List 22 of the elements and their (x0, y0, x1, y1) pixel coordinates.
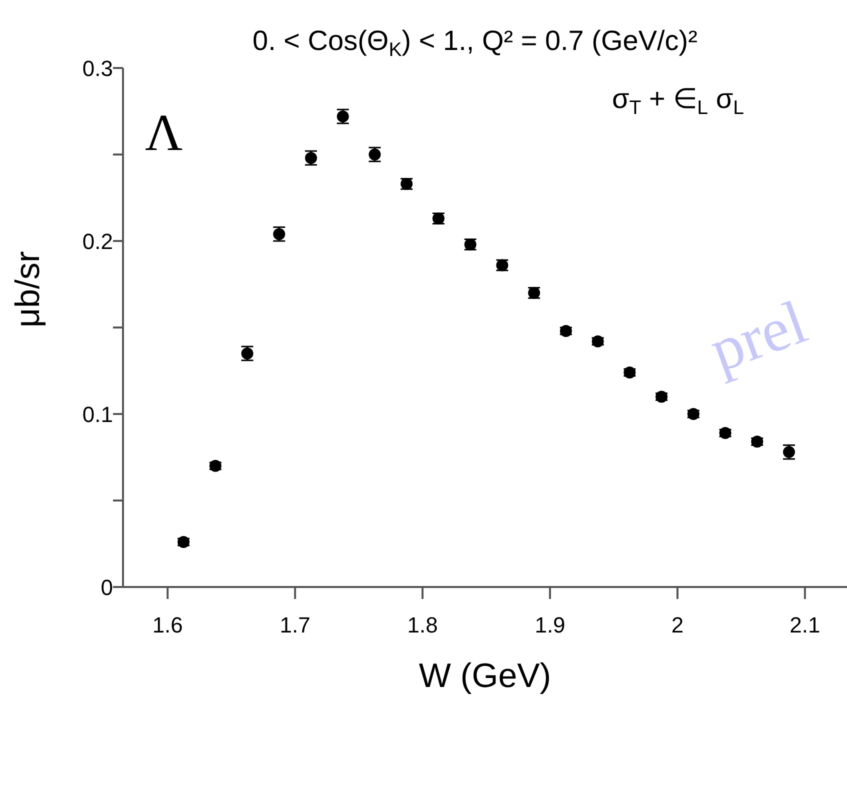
x-tick-label: 1.8 (407, 612, 438, 638)
y-axis-title: μb/sr (9, 251, 48, 328)
y-tick-label: 0.2 (82, 229, 113, 254)
y-tick-label: 0.3 (82, 56, 113, 81)
point (178, 536, 190, 548)
point (592, 335, 604, 348)
point (751, 436, 764, 448)
annotation: σ$_{T}$ + ∈$_{L}$ σ$_{L}$ (612, 83, 744, 119)
y-tick-label: 0 (100, 575, 113, 600)
point (209, 460, 222, 472)
chart-title: 0. < Cos(Θ$_{K}$) < 1., Q² = 0.7 (GeV/c)² (252, 25, 698, 61)
annotation: Λ (145, 105, 183, 162)
x-tick-label: 1.6 (152, 612, 183, 638)
x-tick-label: 2 (671, 612, 684, 638)
x-tick-label: 1.7 (280, 612, 310, 638)
x-axis-title: W (GeV) (418, 657, 552, 695)
x-tick-label: 1.9 (534, 612, 566, 638)
point (719, 427, 732, 440)
y-tick-label: 0.1 (82, 402, 113, 427)
point (624, 366, 636, 378)
point (656, 390, 668, 403)
x-tick-label: 2.1 (790, 612, 820, 638)
